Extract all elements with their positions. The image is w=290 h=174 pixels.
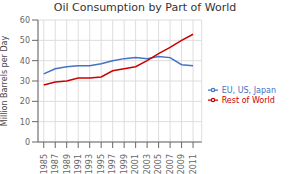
svg-text:0: 0 bbox=[25, 138, 30, 147]
svg-text:30: 30 bbox=[20, 77, 30, 86]
svg-text:2003: 2003 bbox=[143, 154, 152, 174]
svg-text:10: 10 bbox=[20, 118, 30, 127]
svg-text:1999: 1999 bbox=[120, 154, 129, 174]
svg-text:Million Barrels per Day: Million Barrels per Day bbox=[8, 36, 9, 127]
svg-text:1987: 1987 bbox=[51, 154, 60, 174]
svg-text:1985: 1985 bbox=[40, 154, 49, 174]
svg-text:60: 60 bbox=[20, 16, 30, 25]
svg-text:40: 40 bbox=[20, 57, 30, 66]
svg-text:1989: 1989 bbox=[63, 154, 72, 174]
svg-text:50: 50 bbox=[20, 36, 30, 45]
svg-text:1997: 1997 bbox=[108, 154, 117, 174]
html-text:Oil Consumption by Part of Wor: Oil Consumption by Part of World bbox=[53, 1, 237, 14]
svg-text:20: 20 bbox=[20, 97, 30, 106]
svg-text:2007: 2007 bbox=[166, 154, 175, 174]
svg-text:2005: 2005 bbox=[154, 154, 163, 174]
html-text:Rest of World: Rest of World bbox=[221, 95, 275, 105]
svg-text:1991: 1991 bbox=[74, 154, 83, 174]
svg-text:1995: 1995 bbox=[97, 154, 106, 174]
html-text:EU, US, Japan: EU, US, Japan bbox=[221, 85, 276, 95]
svg-text:1993: 1993 bbox=[85, 154, 94, 174]
svg-text:2009: 2009 bbox=[177, 154, 186, 174]
svg-text:2011: 2011 bbox=[189, 154, 198, 174]
svg-text:2001: 2001 bbox=[131, 154, 140, 174]
